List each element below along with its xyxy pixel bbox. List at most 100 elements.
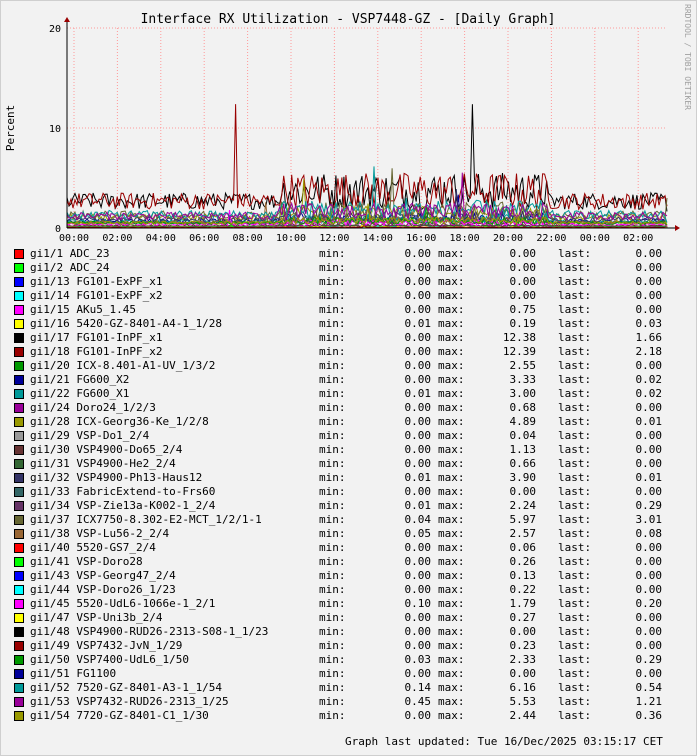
legend-max-value: 0.19 [509,317,537,330]
legend-row: gi1/21 FG600_X2 min: 0.00 max: 3.33 last: 0.02 [14,373,684,387]
legend-swatch [14,249,24,259]
legend-last-value: 0.00 [635,303,663,316]
legend-row: gi1/37 ICX7750-8.302-E2-MCT_1/2/1-1 min: 0… [14,513,684,527]
legend-max-value: 0.00 [509,275,537,288]
legend-last-value: 0.00 [635,555,663,568]
legend-swatch [14,529,24,539]
legend-row: gi1/29 VSP-Do1_2/4 min: 0.00 max: 0.04 last: 0… [14,429,684,443]
legend-last-label: last: [558,709,592,722]
legend-min-label: min: [319,457,346,470]
legend-series-name: gi1/47 VSP-Uni3b_2/4 [30,611,163,624]
legend-row: gi1/41 VSP-Doro28 min: 0.00 max: 0.26 last: 0.… [14,555,684,569]
legend-last-label: last: [558,485,592,498]
series-line [66,104,668,212]
legend-series-name: gi1/21 FG600_X2 [30,373,130,386]
legend-last-label: last: [558,527,592,540]
legend-last-label: last: [558,513,592,526]
legend-last-value: 0.00 [635,569,663,582]
legend-max-value: 5.97 [509,513,537,526]
legend-swatch [14,515,24,525]
legend-last-label: last: [558,429,592,442]
legend-series-name: gi1/24 Doro24_1/2/3 [30,401,156,414]
legend-max-label: max: [438,275,465,288]
legend-series-name: gi1/13 FG101-ExPF_x1 [30,275,163,288]
legend-series-name: gi1/54 7720-GZ-8401-C1_1/30 [30,709,209,722]
legend-max-value: 3.00 [509,387,537,400]
legend-min-label: min: [319,653,346,666]
legend-last-label: last: [558,667,592,680]
legend-min-label: min: [319,289,346,302]
legend-series-name: gi1/17 FG101-InPF_x1 [30,331,163,344]
legend-swatch [14,389,24,399]
legend-max-value: 2.57 [509,527,537,540]
legend-row: gi1/32 VSP4900-Ph13-Haus12 min: 0.01 max: 3.… [14,471,684,485]
legend-min-label: min: [319,583,346,596]
legend-row: gi1/22 FG600_X1 min: 0.01 max: 3.00 last: 0.02 [14,387,684,401]
legend-max-value: 12.38 [502,331,536,344]
legend-swatch [14,711,24,721]
x-tick-label: 14:00 [363,233,393,244]
x-tick-label: 00:00 [580,233,610,244]
legend-max-label: max: [438,667,465,680]
axes [64,17,680,231]
legend-last-label: last: [558,569,592,582]
legend-series-name: gi1/2 ADC_24 [30,261,110,274]
legend-max-value: 6.16 [509,681,537,694]
legend-last-value: 0.54 [635,681,663,694]
legend-max-value: 0.00 [509,247,537,260]
legend-last-value: 0.00 [635,275,663,288]
legend-min-label: min: [319,541,346,554]
legend-max-label: max: [438,457,465,470]
legend: gi1/1 ADC_23 min: 0.00 max: 0.00 last: 0.00 gi1… [14,247,684,723]
legend-max-value: 2.44 [509,709,537,722]
legend-swatch [14,417,24,427]
legend-last-value: 0.29 [635,653,663,666]
legend-last-value: 3.01 [635,513,663,526]
legend-last-value: 0.29 [635,499,663,512]
legend-swatch [14,459,24,469]
legend-max-label: max: [438,583,465,596]
legend-min-value: 0.00 [404,625,432,638]
legend-row: gi1/33 FabricExtend-to-Frs60 min: 0.00 max:… [14,485,684,499]
legend-max-value: 0.04 [509,429,537,442]
legend-min-value: 0.10 [404,597,432,610]
legend-row: gi1/53 VSP7432-RUD26-2313_1/25 min: 0.45 ma… [14,695,684,709]
legend-series-name: gi1/18 FG101-InPF_x2 [30,345,163,358]
legend-min-value: 0.01 [404,499,432,512]
legend-min-label: min: [319,569,346,582]
legend-row: gi1/48 VSP4900-RUD26-2313-S08-1_1/23 min:… [14,625,684,639]
legend-last-value: 0.02 [635,387,663,400]
legend-last-label: last: [558,625,592,638]
legend-row: gi1/16 5420-GZ-8401-A4-1_1/28 min: 0.01 max… [14,317,684,331]
legend-series-name: gi1/30 VSP4900-Do65_2/4 [30,443,183,456]
legend-max-label: max: [438,247,465,260]
legend-series-name: gi1/20 ICX-8.401-A1-UV_1/3/2 [30,359,216,372]
legend-row: gi1/1 ADC_23 min: 0.00 max: 0.00 last: 0.00 [14,247,684,261]
x-tick-label: 20:00 [493,233,523,244]
legend-series-name: gi1/15 AKu5_1.45 [30,303,136,316]
legend-min-value: 0.00 [404,289,432,302]
legend-max-value: 0.00 [509,625,537,638]
legend-row: gi1/44 VSP-Doro26_1/23 min: 0.00 max: 0.22 la… [14,583,684,597]
legend-series-name: gi1/38 VSP-Lu56-2_2/4 [30,527,170,540]
legend-max-value: 0.26 [509,555,537,568]
legend-series-name: gi1/29 VSP-Do1_2/4 [30,429,150,442]
legend-row: gi1/50 VSP7400-UdL6_1/50 min: 0.03 max: 2.33… [14,653,684,667]
legend-max-label: max: [438,373,465,386]
legend-series-name: gi1/51 FG1100 [30,667,117,680]
legend-max-label: max: [438,317,465,330]
legend-min-label: min: [319,401,346,414]
legend-last-label: last: [558,457,592,470]
x-tick-label: 06:00 [189,233,219,244]
legend-max-label: max: [438,653,465,666]
legend-series-name: gi1/48 VSP4900-RUD26-2313-S08-1_1/23 [30,625,269,638]
legend-last-label: last: [558,261,592,274]
legend-min-label: min: [319,611,346,624]
legend-min-value: 0.04 [404,513,432,526]
legend-last-label: last: [558,345,592,358]
legend-swatch [14,683,24,693]
legend-row: gi1/13 FG101-ExPF_x1 min: 0.00 max: 0.00 last… [14,275,684,289]
legend-min-value: 0.01 [404,471,432,484]
legend-row: gi1/2 ADC_24 min: 0.00 max: 0.00 last: 0.00 [14,261,684,275]
legend-min-label: min: [319,499,346,512]
